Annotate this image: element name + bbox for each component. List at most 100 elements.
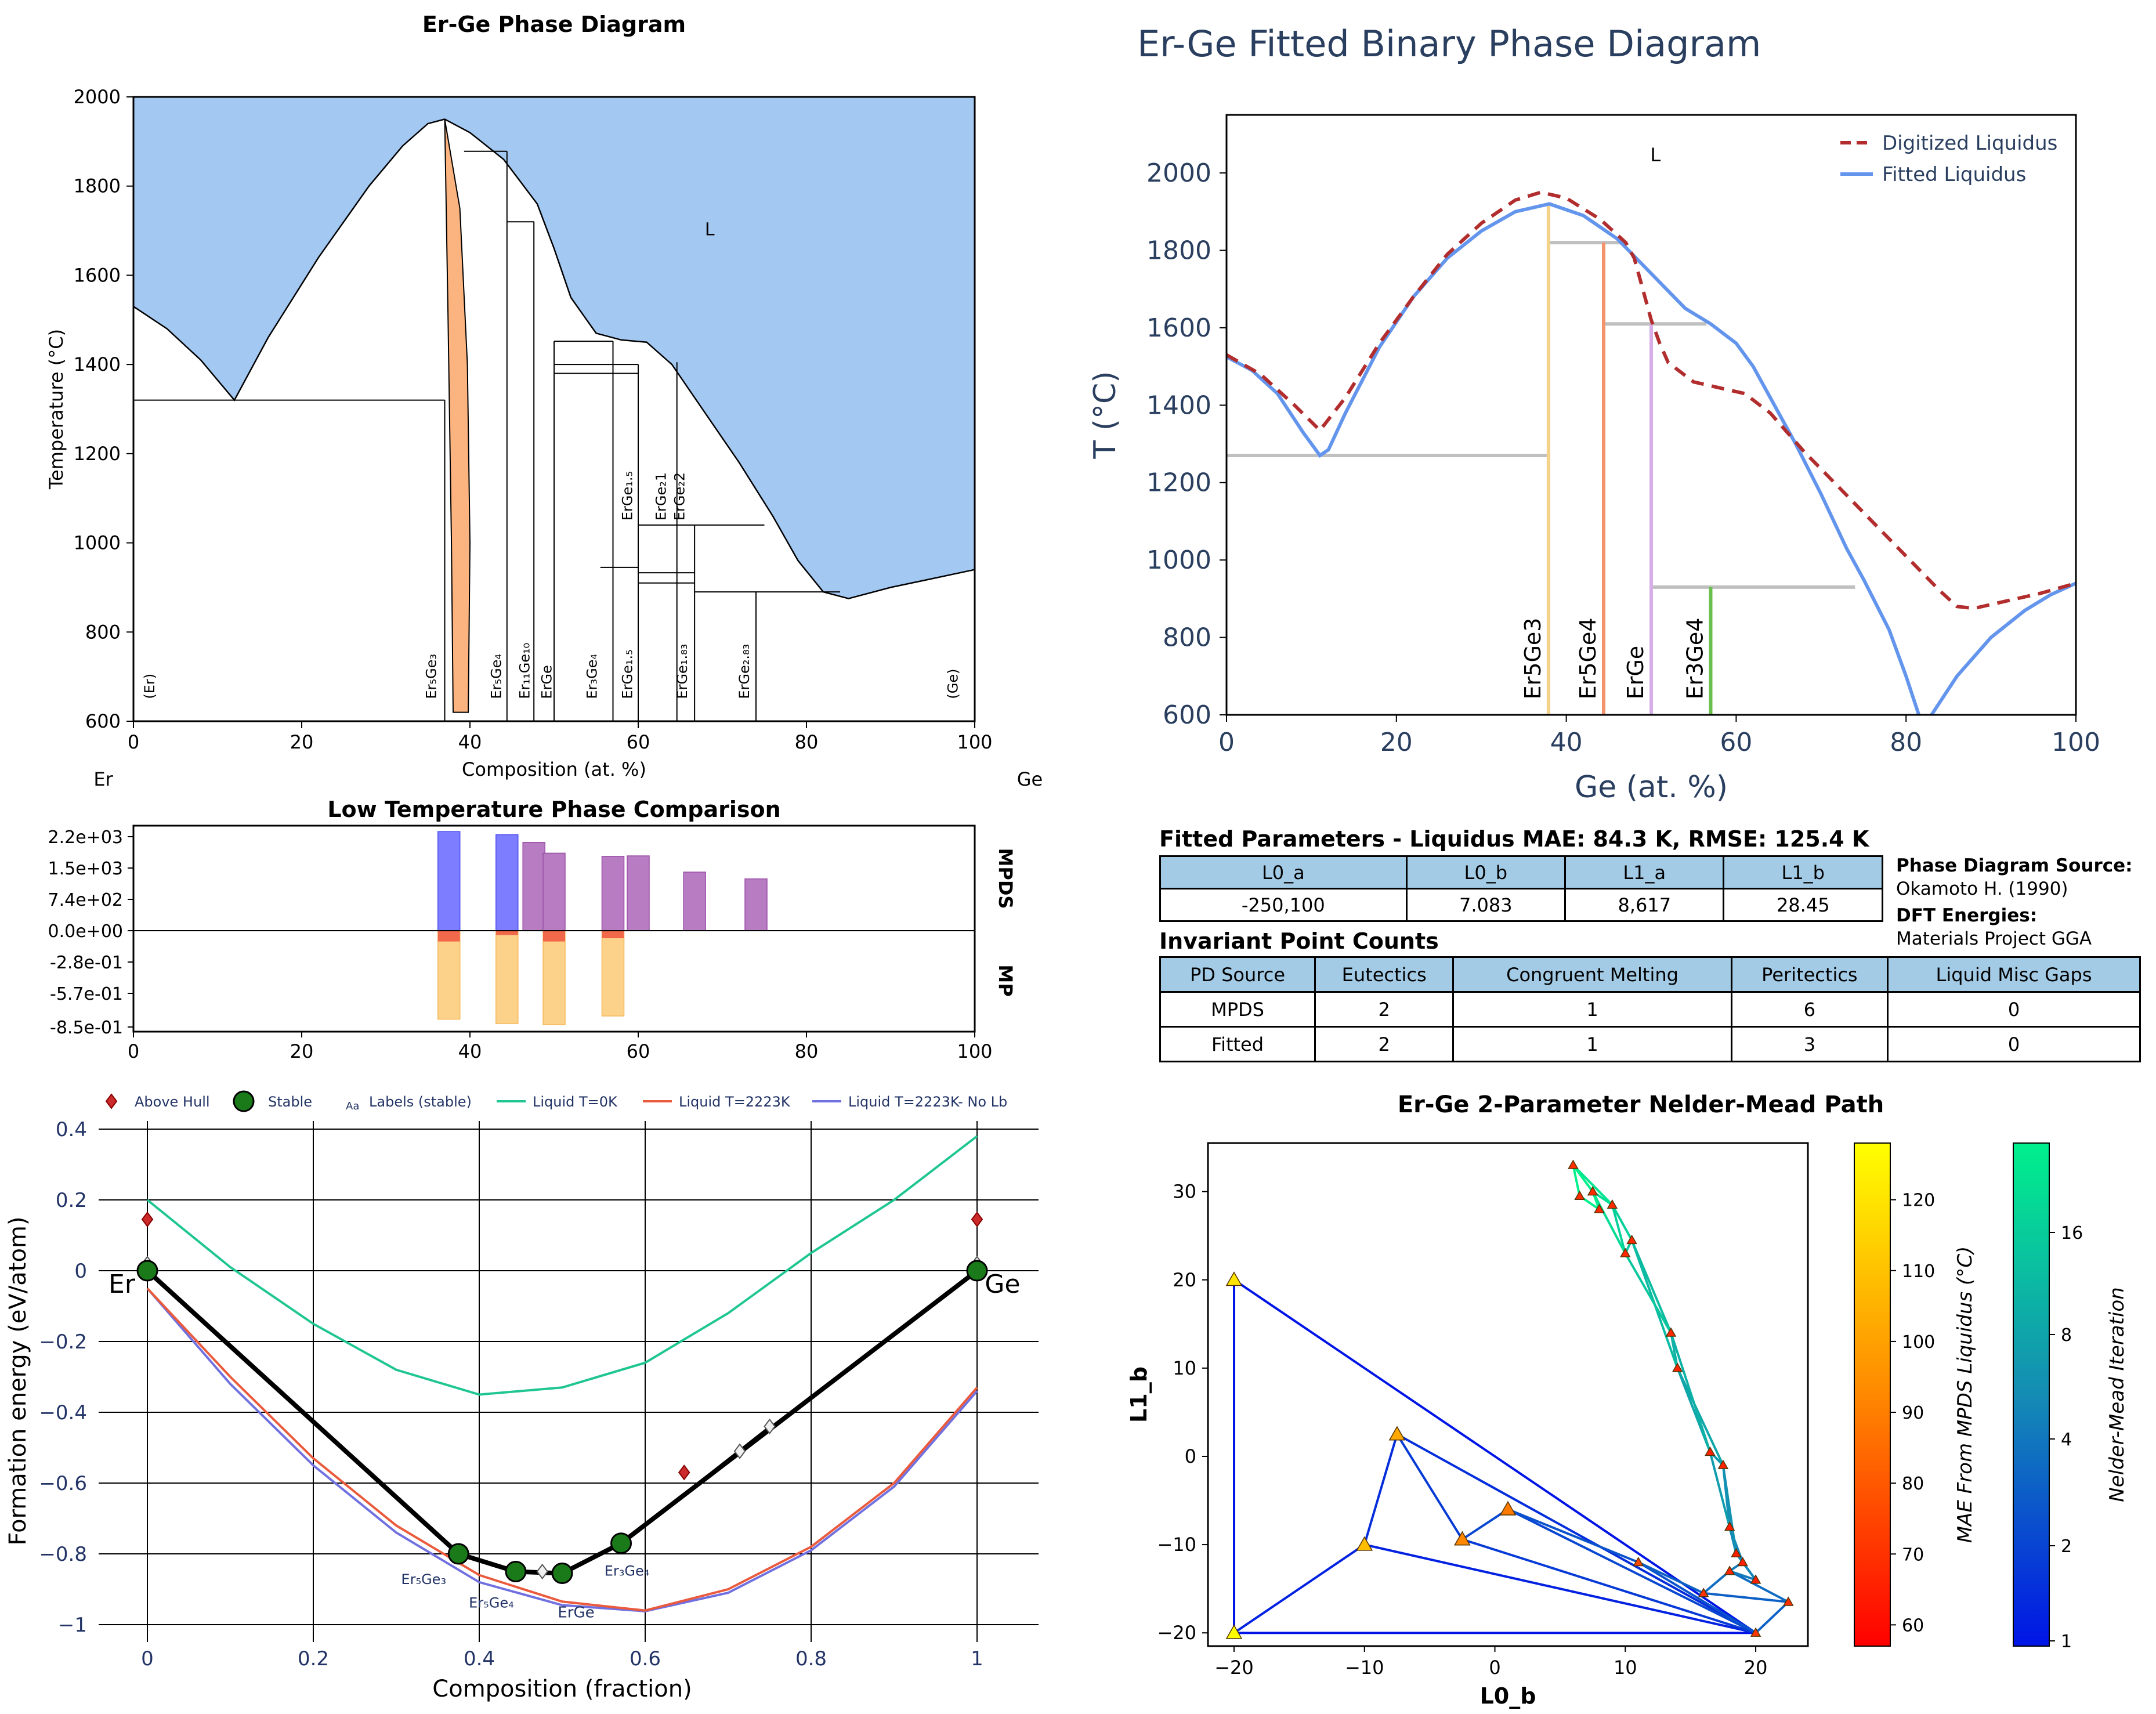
y-tick-label: 1200 — [74, 443, 121, 465]
x-tick-label: 20 — [1380, 728, 1413, 757]
mae-colorbar — [1854, 1142, 1891, 1647]
simplex-path — [1233, 1279, 1757, 1635]
above-hull-marker — [141, 1211, 154, 1228]
param-value: 7.083 — [1405, 888, 1567, 922]
hull-point-marker — [536, 1563, 548, 1580]
compound-label: Er5Ge4 — [1575, 618, 1601, 700]
mpds-bar — [627, 855, 650, 931]
legend-label: Fitted Liquidus — [1882, 163, 2026, 186]
evaluation-point — [1574, 1190, 1585, 1200]
y-tick-label: 1000 — [1146, 545, 1211, 575]
y-tick-label: 800 — [1163, 623, 1211, 653]
invariant-cell: 0 — [1887, 1026, 2141, 1062]
phase-diagram-title: Er-Ge Phase Diagram — [422, 12, 686, 37]
x-tick-label: 0.6 — [630, 1647, 661, 1670]
legend-above-hull-marker — [105, 1093, 118, 1109]
mp-bar — [495, 930, 519, 1024]
invariant-table: PD Source Eutectics Congruent Melting Pe… — [1159, 956, 2141, 1062]
y-axis-label: Temperature (°C) — [45, 329, 67, 490]
param-header: L0_a — [1159, 855, 1408, 889]
colorbar-tick-label: 120 — [1902, 1191, 1935, 1211]
mpds-bar — [744, 878, 768, 931]
x-tick-label: 80 — [795, 1040, 819, 1062]
fitted-liquidus-curve — [1225, 202, 1921, 715]
y-tick-label: 1400 — [1146, 390, 1211, 420]
phase-label: Er₁₁Ge₁₀ — [517, 643, 533, 699]
liquid-label: L — [1650, 144, 1661, 166]
x-tick-label: −10 — [1345, 1657, 1384, 1679]
evaluation-point — [1499, 1500, 1517, 1516]
y-tick-label: -2.8e-01 — [50, 953, 123, 973]
invariant-title: Invariant Point Counts — [1159, 928, 1439, 954]
y-tick-label: 0.0e+00 — [48, 921, 123, 942]
pd-source-label: Phase Diagram Source: — [1896, 855, 2133, 876]
x-tick-label: 60 — [1720, 728, 1752, 757]
invariant-cell: 2 — [1314, 991, 1455, 1028]
mpds-side-label: MPDS — [994, 848, 1016, 909]
mp-side-label: MP — [994, 964, 1016, 996]
phase-label: Er₅Ge₄ — [488, 654, 504, 699]
simplex-path — [1676, 1366, 1724, 1466]
y-tick-label: 0.2 — [56, 1189, 87, 1212]
evaluation-point — [1587, 1186, 1598, 1196]
stable-phase-label: Er — [108, 1270, 136, 1299]
evaluation-point — [1454, 1531, 1471, 1546]
x-tick-label: 80 — [795, 731, 819, 753]
y-tick-label: 0 — [1185, 1445, 1196, 1467]
hull-point-marker — [733, 1443, 746, 1459]
simplex-path — [1670, 1332, 1712, 1453]
param-value: -250,100 — [1159, 888, 1408, 922]
colorbar-tick-label: 16 — [2061, 1223, 2083, 1243]
colorbar-tick-label: 110 — [1902, 1261, 1935, 1282]
y-tick-label: −0.4 — [39, 1401, 87, 1424]
x-tick-label: 80 — [1890, 728, 1922, 757]
y-tick-label: 2000 — [1146, 158, 1211, 188]
evaluation-point — [1388, 1426, 1406, 1441]
evaluation-point — [1717, 1459, 1729, 1469]
stable-point-marker — [610, 1532, 632, 1554]
iteration-colorbar — [2013, 1142, 2050, 1647]
stable-point-marker — [447, 1543, 469, 1565]
evaluation-point — [1665, 1327, 1677, 1337]
x-axis-label: L0_b — [1480, 1683, 1536, 1709]
evaluation-point — [1607, 1199, 1618, 1209]
y-tick-label: 600 — [1163, 700, 1211, 730]
phase-label: Er₃Ge₄ — [584, 654, 601, 699]
param-header: L0_b — [1405, 855, 1567, 889]
y-axis-label: L1_b — [1126, 1366, 1152, 1423]
compound-label: ErGe — [1623, 646, 1648, 699]
fitted-params-title: Fitted Parameters - Liquidus MAE: 84.3 K… — [1159, 826, 1869, 852]
nelder-mead-title: Er-Ge 2-Parameter Nelder-Mead Path — [1398, 1091, 1884, 1118]
y-axis-label: Formation energy (eV/atom) — [5, 1217, 31, 1546]
liquid-region — [133, 97, 975, 599]
stable-point-marker — [136, 1260, 158, 1282]
invariant-cell: 6 — [1730, 991, 1889, 1028]
x-tick-label: 0 — [141, 1647, 154, 1670]
invariant-cell: 3 — [1730, 1026, 1889, 1062]
liquid-label: L — [705, 219, 715, 240]
x-tick-label: 1 — [971, 1647, 983, 1670]
invariant-cell: 2 — [1314, 1026, 1455, 1062]
colorbar-tick-label: 100 — [1902, 1332, 1935, 1353]
y-tick-label: 1600 — [74, 264, 121, 286]
invariant-header: Liquid Misc Gaps — [1887, 956, 2141, 993]
x-tick-label: 40 — [458, 1040, 482, 1062]
stable-point-marker — [551, 1563, 573, 1585]
legend-label: Liquid T=2223K — [679, 1094, 791, 1110]
y-tick-label: −1 — [58, 1614, 87, 1637]
x-tick-label: 10 — [1614, 1657, 1637, 1679]
y-tick-label: 2.2e+03 — [48, 827, 123, 848]
evaluation-point — [1594, 1203, 1605, 1213]
simplex-path — [1728, 1525, 1757, 1581]
y-tick-label: 600 — [85, 710, 121, 732]
stable-point-marker — [966, 1260, 988, 1282]
stable-phase-label: ErGe — [558, 1604, 594, 1622]
y-tick-label: −10 — [1157, 1534, 1196, 1556]
dft-value: Materials Project GGA — [1896, 928, 2092, 949]
evaluation-point — [1724, 1521, 1735, 1531]
phase-label: ErGe — [538, 665, 555, 699]
mpds-bar — [683, 872, 706, 931]
colorbar-tick-label: 1 — [2061, 1632, 2072, 1652]
evaluation-point — [1626, 1234, 1637, 1245]
